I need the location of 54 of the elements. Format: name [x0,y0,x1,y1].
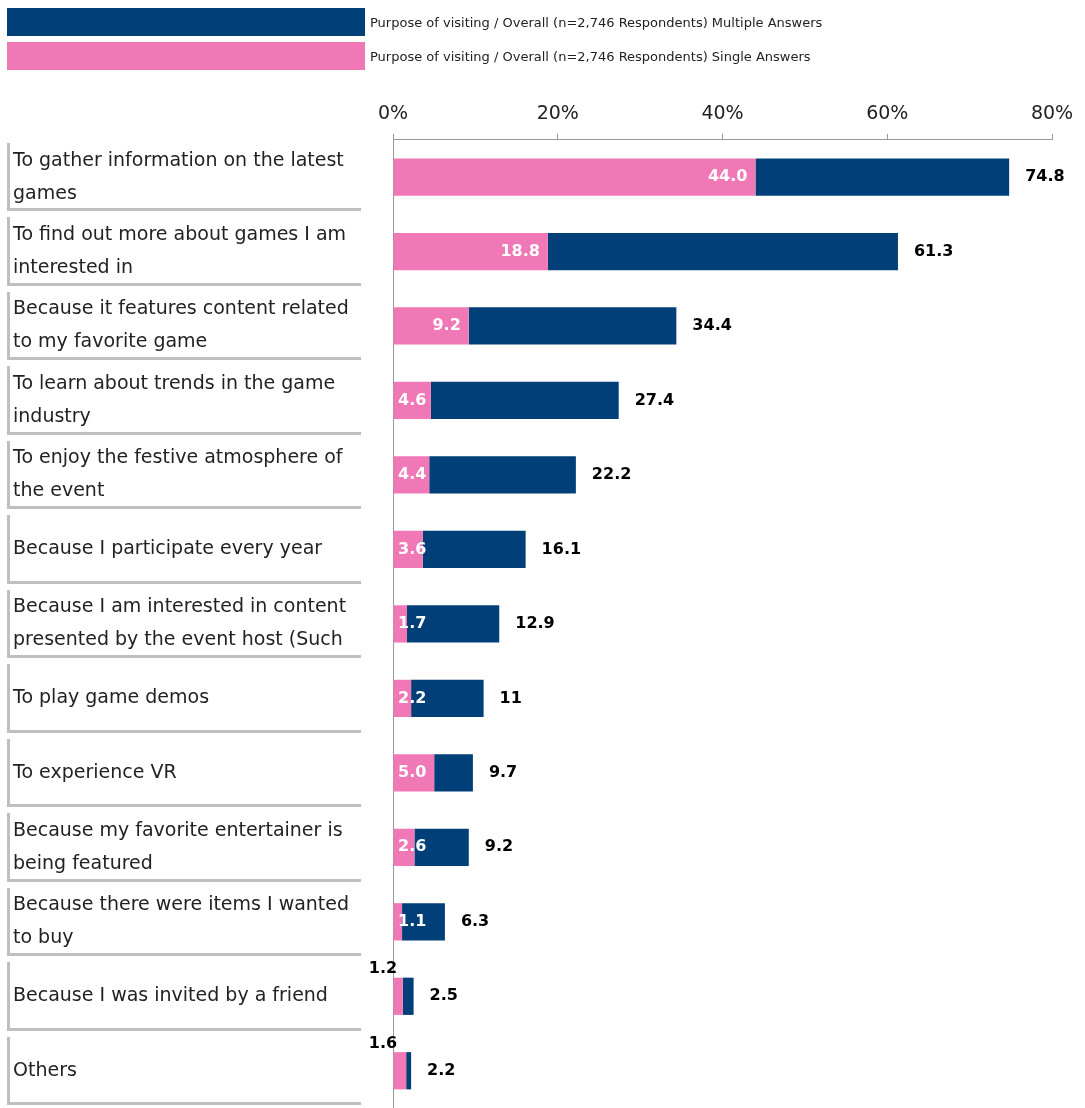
bar [393,977,403,1015]
bar [406,1052,412,1090]
bar [430,381,619,420]
total-label: 2.5 [429,985,458,1005]
bar [402,977,414,1015]
bar [393,1052,407,1090]
total-label: 9.7 [488,762,518,782]
total-label: 74.8 [1025,166,1065,186]
total-label: 16.1 [541,538,582,558]
data-label: 9.2 [432,315,461,335]
bar [434,754,473,792]
total-label: 22.2 [591,464,632,484]
legend-label: Purpose of visiting / Overall (n=2,746 Respondents) Single Answers [370,48,811,64]
data-label: 44.0 [707,166,748,186]
x-tick-label: 60% [866,101,909,124]
bar [393,307,469,345]
total-label: 2.2 [427,1059,456,1079]
y-tick-label: Because it features content related to my favorite game [7,291,361,361]
bar [393,232,548,271]
total-label: 11 [499,687,522,707]
x-tick-label: 20% [536,101,579,124]
y-tick-label: Because there were items I wanted to buy [7,887,361,957]
total-label: 34.4 [692,315,732,335]
data-label: 4.4 [398,464,427,484]
data-label: 1.2 [368,958,398,978]
y-tick-label: To gather information on the latest games [7,142,361,212]
y-tick-label: Because I am interested in content presented by the event host (Such [7,589,361,659]
y-tick-label: To play game demos [7,664,361,733]
bar [755,158,1010,196]
y-tick-label: To experience VR [7,738,361,808]
data-label: 5.0 [398,762,427,782]
y-tick-label: To enjoy the festive atmosphere of the event [7,440,361,510]
data-label: 1.6 [368,1032,398,1052]
total-label: 12.9 [515,613,555,633]
total-label: 27.4 [634,389,675,409]
y-tick-label: Because I was invited by a friend [7,962,361,1031]
y-tick-label: To find out more about games I am interested in [7,217,361,286]
total-label: 9.2 [484,836,514,856]
legend-label: Purpose of visiting / Overall (n=2,746 Respondents) Multiple Answers [370,14,823,30]
bar [547,232,898,271]
x-tick-label: 80% [1030,101,1074,124]
data-label: 18.8 [500,240,540,260]
y-tick-label: Because I participate every year [7,515,361,584]
total-label: 6.3 [460,910,490,930]
y-tick-label: Others [7,1036,361,1105]
y-tick-label: To learn about trends in the game industry [7,366,361,435]
bar [393,158,756,196]
bar [429,456,576,494]
x-tick-label: 40% [701,101,744,124]
total-label: 61.3 [913,240,954,260]
data-label: 4.6 [398,389,427,409]
x-tick-label: 0% [377,101,409,124]
bar [468,307,677,345]
y-tick-label: Because my favorite entertainer is being featured [7,813,361,882]
